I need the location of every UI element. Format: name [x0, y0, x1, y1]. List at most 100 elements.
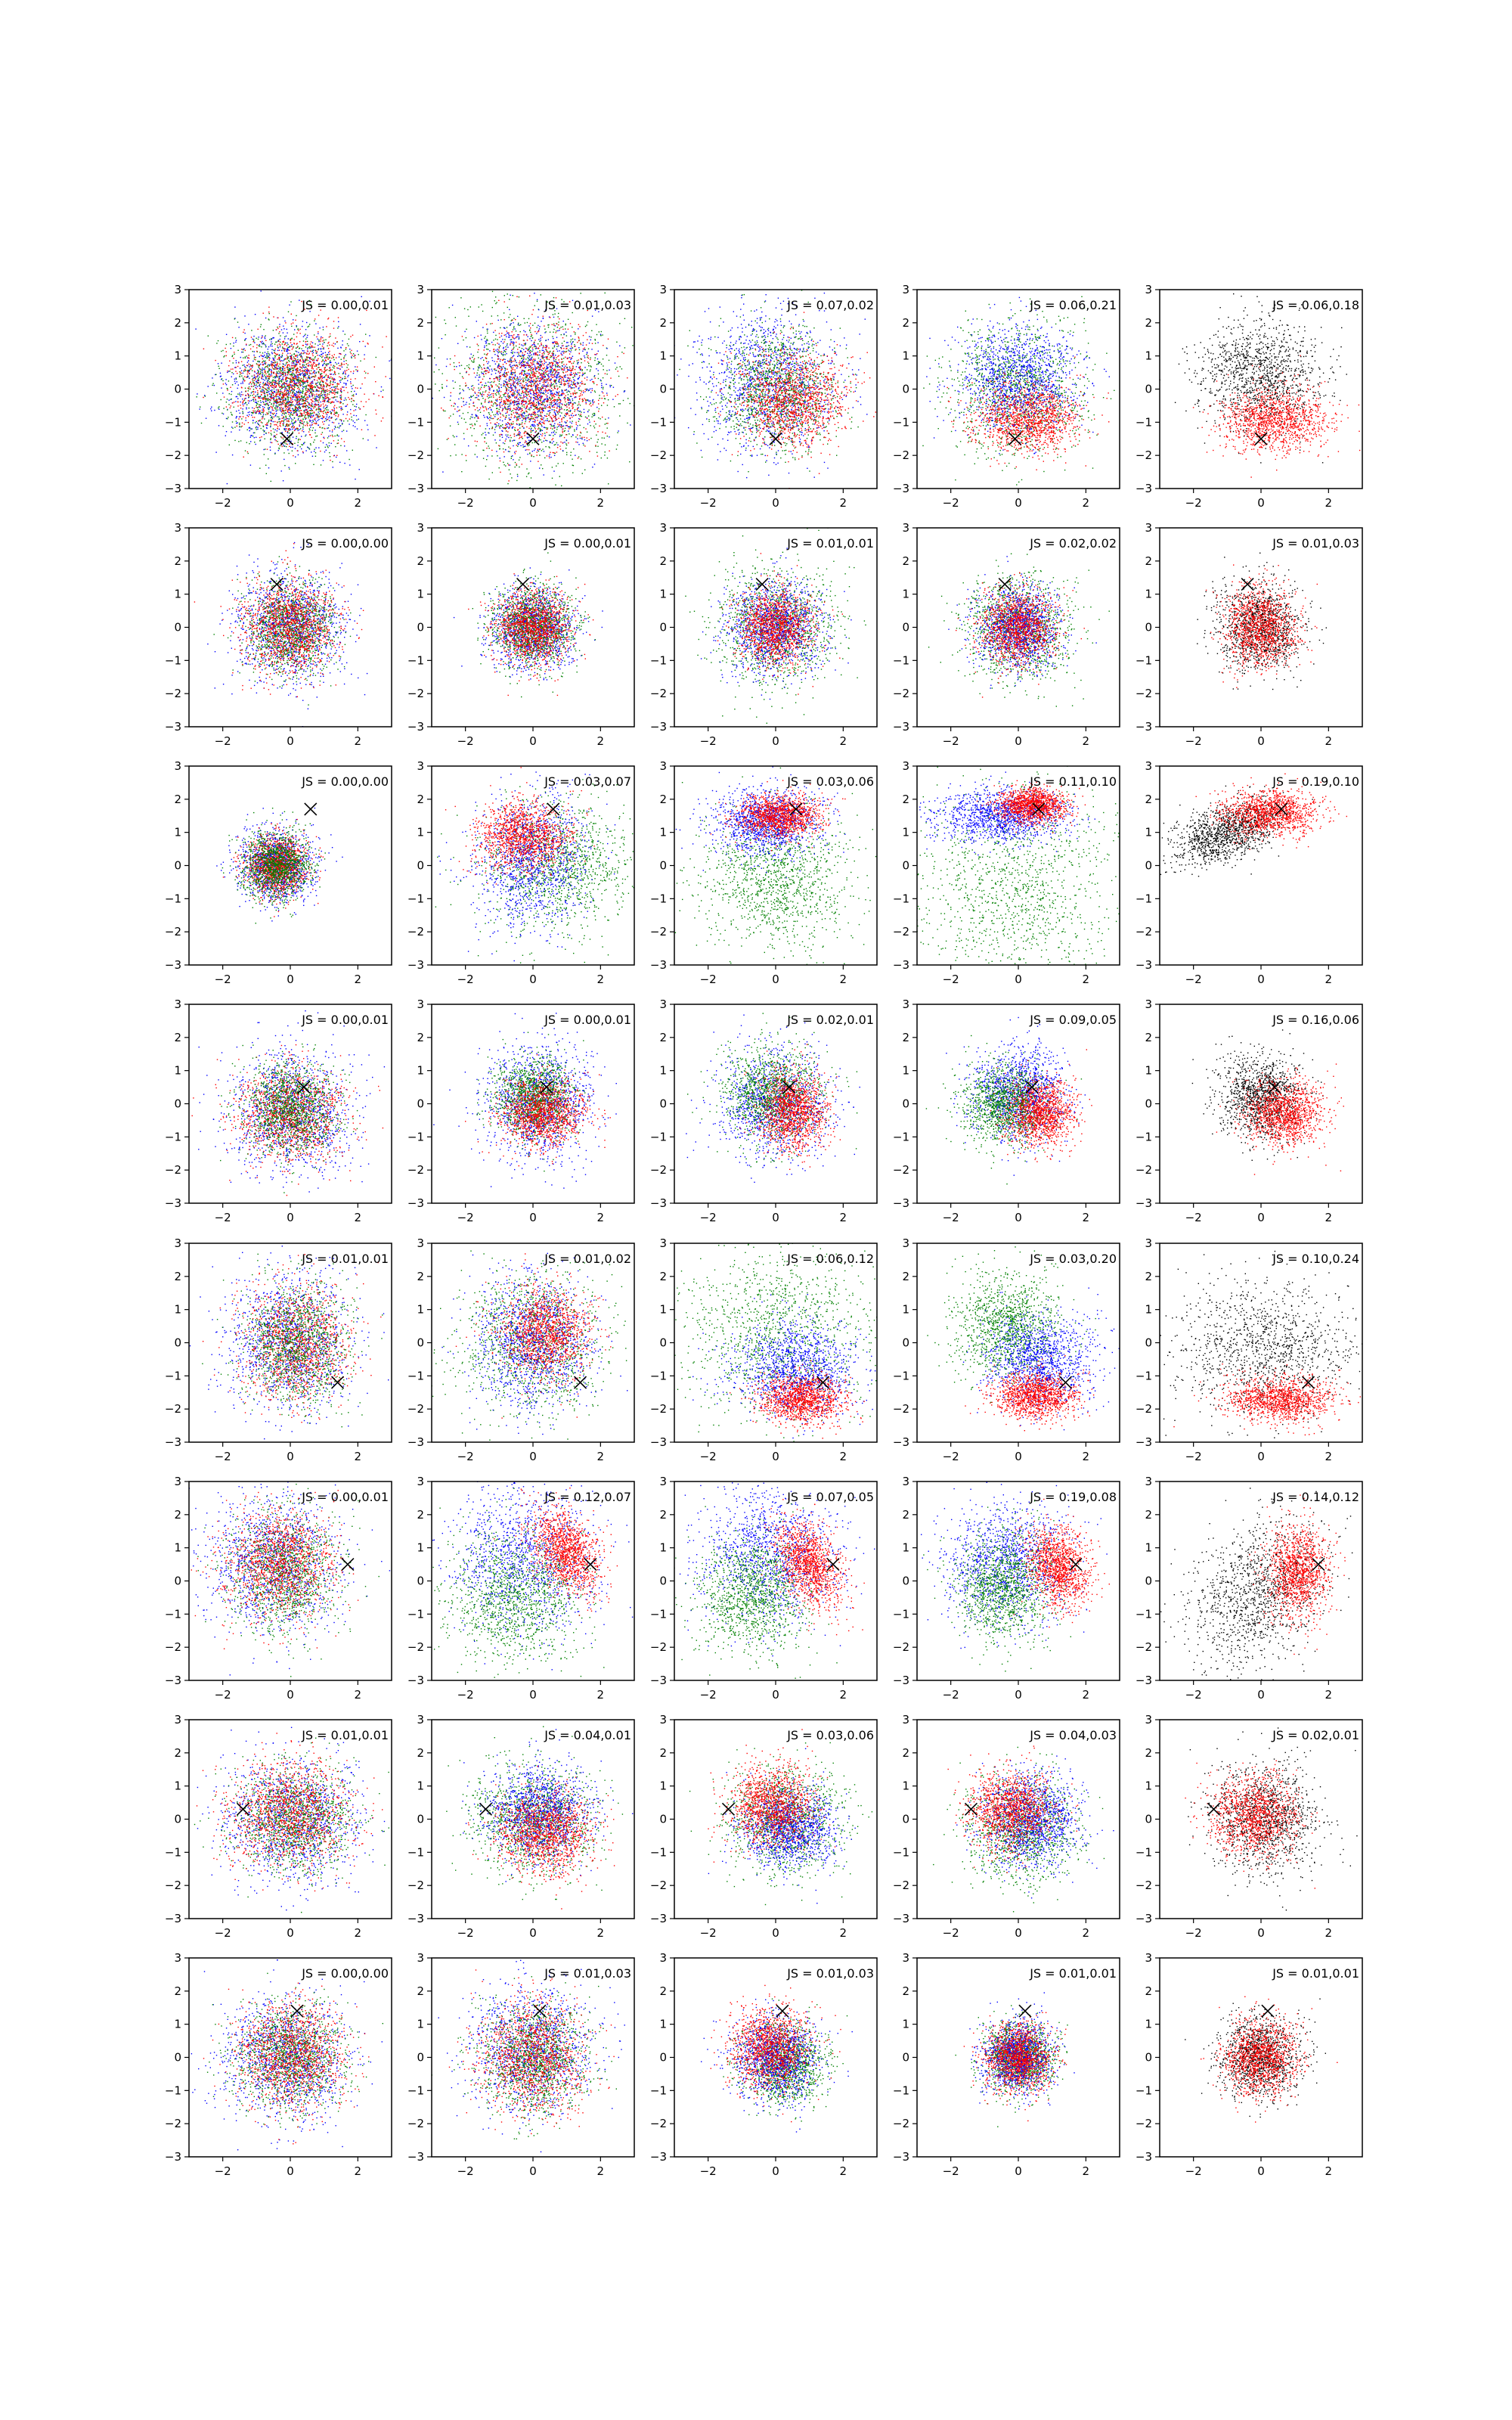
data-point — [496, 370, 497, 371]
data-point — [236, 421, 237, 422]
data-point — [295, 370, 296, 371]
data-point — [351, 398, 352, 399]
data-point — [308, 365, 309, 366]
data-point — [310, 414, 311, 415]
data-point — [343, 386, 344, 387]
data-point — [282, 401, 283, 402]
data-point — [236, 362, 237, 363]
data-point — [520, 492, 521, 493]
data-point — [297, 397, 298, 398]
data-point — [360, 388, 361, 389]
data-point — [301, 404, 302, 405]
data-point — [273, 365, 274, 366]
data-point — [518, 407, 519, 408]
data-point — [236, 360, 237, 361]
data-point — [352, 335, 353, 336]
data-point — [316, 352, 317, 353]
data-point — [601, 331, 602, 332]
data-point — [283, 400, 284, 401]
data-point — [564, 351, 565, 352]
data-point — [308, 431, 309, 432]
data-point — [286, 412, 287, 413]
data-point — [245, 356, 246, 357]
data-point — [594, 339, 595, 340]
data-point — [488, 398, 489, 399]
data-point — [305, 410, 306, 411]
data-point — [350, 413, 351, 414]
data-point — [312, 398, 313, 399]
data-point — [305, 367, 306, 368]
data-point — [331, 378, 332, 379]
data-point — [268, 409, 269, 410]
data-point — [282, 418, 283, 419]
data-point — [264, 431, 265, 432]
data-point — [312, 360, 313, 361]
data-point — [323, 442, 324, 443]
data-point — [224, 396, 225, 397]
data-point — [374, 367, 375, 368]
data-point — [469, 424, 470, 425]
data-point — [571, 273, 572, 274]
data-point — [349, 419, 350, 420]
data-point — [226, 344, 227, 345]
data-point — [285, 373, 286, 374]
data-point — [287, 374, 288, 375]
data-point — [475, 454, 476, 455]
data-point — [493, 382, 494, 383]
data-point — [281, 350, 282, 351]
data-point — [276, 368, 277, 369]
data-point — [499, 448, 500, 449]
data-point — [346, 363, 347, 364]
data-point — [323, 404, 324, 405]
data-point — [554, 386, 555, 387]
data-point — [564, 409, 565, 410]
data-point — [259, 411, 260, 412]
data-point — [502, 414, 503, 415]
data-point — [322, 411, 323, 412]
data-point — [606, 370, 607, 371]
data-point — [306, 322, 307, 323]
data-point — [321, 388, 322, 389]
data-point — [304, 400, 305, 401]
data-point — [282, 408, 283, 409]
data-point — [236, 367, 237, 368]
data-point — [473, 395, 474, 396]
data-point — [296, 333, 297, 334]
data-point — [287, 410, 288, 411]
data-point — [309, 407, 310, 408]
data-point — [286, 426, 287, 427]
data-point — [302, 370, 303, 371]
data-point — [236, 423, 237, 424]
data-point — [232, 384, 233, 385]
data-point — [227, 418, 228, 419]
data-point — [351, 356, 352, 357]
data-point — [504, 394, 505, 395]
data-point — [630, 403, 631, 404]
data-point — [294, 387, 295, 388]
data-point — [328, 427, 329, 428]
data-point — [509, 317, 510, 318]
data-point — [314, 387, 315, 388]
data-point — [564, 415, 565, 416]
data-point — [356, 394, 357, 395]
data-point — [313, 415, 314, 416]
data-point — [499, 383, 500, 384]
data-point — [523, 361, 524, 362]
data-point — [310, 361, 311, 362]
data-point — [288, 424, 289, 425]
data-point — [472, 385, 473, 386]
data-point — [228, 380, 229, 381]
data-point — [588, 365, 589, 366]
data-point — [601, 364, 602, 365]
data-point — [601, 443, 602, 444]
data-point — [309, 391, 310, 392]
data-point — [593, 426, 594, 427]
data-point — [329, 452, 330, 453]
data-point — [296, 399, 297, 400]
data-point — [288, 390, 289, 391]
data-point — [257, 373, 258, 374]
data-point — [510, 419, 511, 420]
data-point — [517, 443, 518, 444]
